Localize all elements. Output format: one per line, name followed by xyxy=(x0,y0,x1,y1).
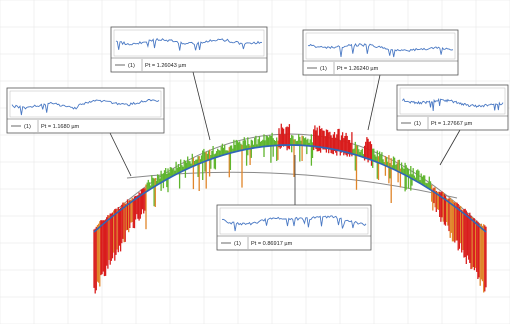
pt-value-label: Pt = 1.26043 µm xyxy=(145,63,187,69)
legend-tag: (1) xyxy=(320,66,327,72)
inset-top-right: (1) Pt = 1.26240 µm xyxy=(302,29,459,76)
inset-bottom-center: (1) Pt = 0.86917 µm xyxy=(216,204,372,251)
legend-tag: (1) xyxy=(414,121,421,127)
profile-baseline-arc xyxy=(93,144,487,233)
pt-value-label: Pt = 1.26240 µm xyxy=(337,66,379,72)
leader-line-top-right xyxy=(367,74,381,131)
roughness-trace xyxy=(93,123,487,294)
inset-trace-line xyxy=(115,37,263,51)
inset-trace-line xyxy=(11,99,160,116)
legend-tag: (1) xyxy=(128,63,135,69)
pt-value-label: Pt = 1.27667 µm xyxy=(431,121,473,127)
inset-left: (1) Pt = 1.1680 µm xyxy=(6,87,165,134)
legend-tag: (1) xyxy=(24,124,31,130)
leader-line-left xyxy=(109,132,132,177)
pt-value-label: Pt = 0.86917 µm xyxy=(251,241,293,247)
inset-trace-line xyxy=(221,215,367,232)
inset-right: (1) Pt = 1.27667 µm xyxy=(396,84,509,131)
leader-line-right xyxy=(439,129,461,166)
pt-value-label: Pt = 1.1680 µm xyxy=(41,124,80,130)
inset-trace-line xyxy=(307,42,454,58)
inset-trace-line xyxy=(402,97,504,111)
legend-tag: (1) xyxy=(234,241,241,247)
leader-line-top-left xyxy=(192,71,211,141)
inset-top-left: (1) Pt = 1.26043 µm xyxy=(110,26,268,73)
